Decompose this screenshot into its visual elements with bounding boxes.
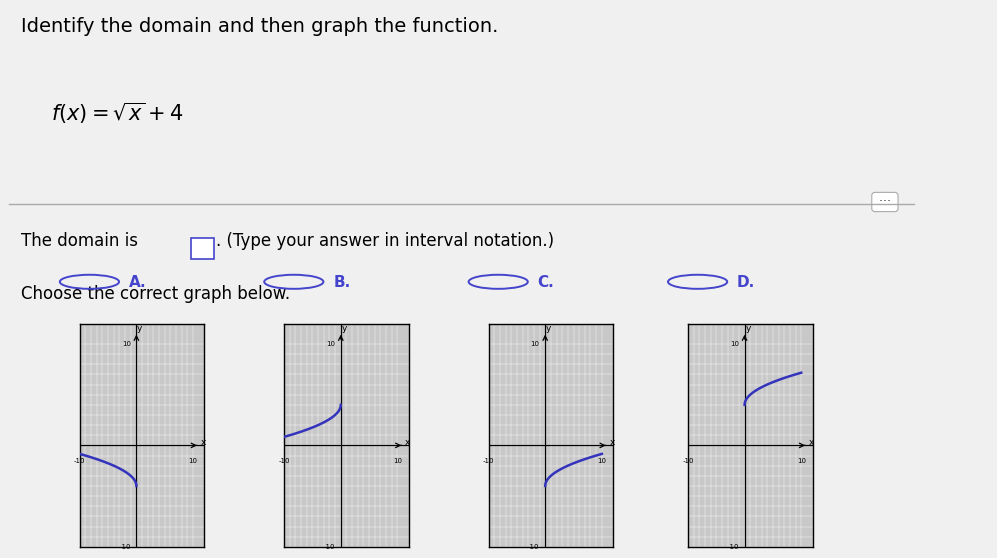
Text: -10: -10 [324,544,335,550]
Text: 10: 10 [797,458,806,464]
Text: y: y [546,324,551,333]
Text: $f(x) = \sqrt{x} + 4$: $f(x) = \sqrt{x} + 4$ [51,100,183,126]
Text: ···: ··· [875,195,895,209]
Text: -10: -10 [483,458,495,464]
Text: -10: -10 [682,458,694,464]
Text: 10: 10 [597,458,606,464]
Text: x: x [609,438,615,447]
Text: D.: D. [737,275,756,290]
Text: -10: -10 [278,458,290,464]
Text: 10: 10 [730,341,739,347]
Text: The domain is: The domain is [21,232,138,249]
Text: x: x [200,438,206,447]
Text: 10: 10 [530,341,539,347]
Text: Choose the correct graph below.: Choose the correct graph below. [21,285,290,302]
Text: 10: 10 [393,458,402,464]
Text: 10: 10 [122,341,131,347]
Text: A.: A. [129,275,147,290]
Text: -10: -10 [728,544,739,550]
Text: y: y [342,324,347,333]
Text: Identify the domain and then graph the function.: Identify the domain and then graph the f… [21,17,498,36]
Text: -10: -10 [120,544,131,550]
Text: x: x [405,438,411,447]
Text: x: x [809,438,815,447]
Text: 10: 10 [188,458,197,464]
FancyBboxPatch shape [191,238,214,259]
Text: -10: -10 [528,544,539,550]
Text: C.: C. [537,275,554,290]
Text: y: y [746,324,751,333]
Text: . (Type your answer in interval notation.): . (Type your answer in interval notation… [216,232,554,249]
Text: y: y [138,324,143,333]
Text: 10: 10 [326,341,335,347]
Text: B.: B. [333,275,351,290]
Text: -10: -10 [74,458,86,464]
